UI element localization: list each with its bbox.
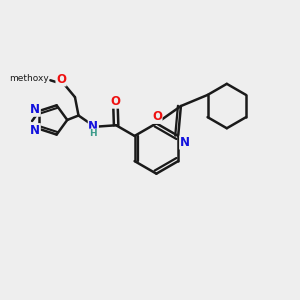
Text: methoxy: methoxy [9,74,49,83]
Text: N: N [180,136,190,149]
Text: N: N [88,120,98,133]
Text: O: O [56,73,66,86]
Text: H: H [89,129,97,138]
Text: N: N [30,124,40,137]
Text: O: O [152,110,162,123]
Text: O: O [110,95,121,108]
Text: N: N [30,103,40,116]
